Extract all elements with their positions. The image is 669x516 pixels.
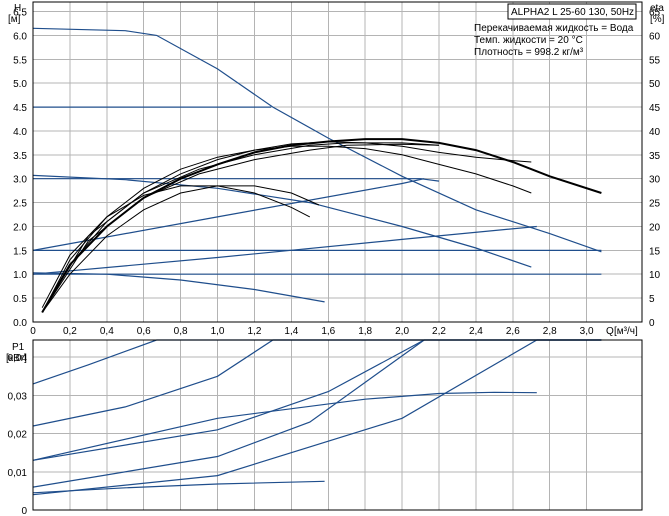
x-tick-label: 2,0: [395, 326, 409, 337]
y2-tick-label: 55: [649, 55, 661, 66]
tick-labels: 0 0,2 0,4 0,6 0,8 1,0 1,2 1,4 1,6 1,8 2,0 2,2 2,4 2,6…: [8, 8, 661, 516]
curves: [32, 27, 602, 496]
frames: [32, 1, 643, 511]
y2-tick-label: 60: [649, 31, 661, 42]
y2-tick-label: 30: [649, 175, 661, 186]
efficiency-curve: [41, 143, 440, 313]
system-curve: [32, 225, 537, 275]
title-box: ALPHA2 L 25-60 130, 50Hz: [507, 3, 637, 20]
x-tick-label: 3,0: [580, 326, 594, 337]
y2-tick-label: 65: [649, 8, 661, 19]
y-tick-label: 1.5: [13, 246, 27, 257]
y-tick-label: 3.5: [13, 151, 27, 162]
y2-tick-label: 40: [649, 127, 661, 138]
head-curve: [32, 174, 532, 268]
fluid-info-line-2: Темп. жидкости = 20 °C: [474, 35, 583, 46]
power-tick-label: 0,01: [8, 468, 28, 479]
chart-title: ALPHA2 L 25-60 130, 50Hz: [511, 7, 634, 18]
x-tick-label: 1,4: [284, 326, 298, 337]
y-tick-label: 2.0: [13, 222, 27, 233]
fluid-info-line-3: Плотность = 998.2 кг/м³: [474, 47, 584, 58]
power-curve: [32, 339, 425, 488]
x-tick-label: 0: [30, 326, 36, 337]
x-axis-label: Q: [606, 326, 614, 337]
y2-tick-label: 15: [649, 246, 661, 257]
x-tick-label: 0,8: [174, 326, 188, 337]
power-axis-label: P1: [12, 342, 25, 353]
x-tick-label: 1,0: [211, 326, 225, 337]
y2-tick-label: 25: [649, 199, 661, 210]
power-tick-label: 0,04: [8, 353, 28, 364]
system-curve: [32, 178, 425, 251]
x-tick-label: 2,8: [543, 326, 557, 337]
y2-tick-label: 50: [649, 79, 661, 90]
y2-tick-label: 35: [649, 151, 661, 162]
y2-tick-label: 0: [649, 318, 655, 329]
power-curve: [32, 391, 537, 461]
y2-tick-label: 5: [649, 294, 655, 305]
y-axis-label: H: [14, 3, 21, 14]
y-tick-label: 2.5: [13, 199, 27, 210]
y-tick-label: 6.0: [13, 31, 27, 42]
power-axis-unit: [кВт]: [6, 353, 27, 364]
power-curve: [32, 339, 602, 461]
y-tick-label: 5.0: [13, 79, 27, 90]
y-tick-label: 6.5: [13, 8, 27, 19]
power-tick-label: 0: [21, 506, 27, 516]
power-curve: [32, 339, 602, 385]
y-tick-label: 3.0: [13, 175, 27, 186]
x-tick-label: 1,8: [358, 326, 372, 337]
y-tick-label: 0.0: [13, 318, 27, 329]
power-tick-label: 0,03: [8, 391, 28, 402]
x-tick-label: 0,4: [100, 326, 114, 337]
y-tick-label: 4.0: [13, 127, 27, 138]
y-axis-unit: [м]: [8, 14, 21, 25]
x-tick-label: 2,6: [506, 326, 520, 337]
top-plot-frame: [32, 1, 643, 323]
efficiency-curve: [41, 138, 602, 313]
efficiency-curve: [41, 141, 532, 313]
head-curve: [33, 178, 440, 182]
fluid-info-line-1: Перекачиваемая жидкость = Вода: [474, 23, 634, 34]
x-tick-label: 0,6: [137, 326, 151, 337]
efficiency-curve: [41, 145, 532, 313]
y-tick-label: 0.5: [13, 294, 27, 305]
y2-axis-unit: [%]: [650, 14, 665, 25]
y-tick-label: 1.0: [13, 270, 27, 281]
y-tick-label: 5.5: [13, 55, 27, 66]
x-axis-unit: [м³/ч]: [614, 326, 638, 337]
power-curve: [32, 480, 325, 494]
power-curve: [32, 339, 602, 427]
power-tick-label: 0,02: [8, 430, 28, 441]
x-tick-label: 1,6: [321, 326, 335, 337]
y2-tick-label: 10: [649, 270, 661, 281]
efficiency-curve: [41, 185, 311, 308]
grid: [32, 2, 642, 511]
x-tick-label: 2,4: [469, 326, 483, 337]
efficiency-curve: [41, 185, 320, 313]
head-curve: [32, 272, 325, 303]
x-tick-label: 0,2: [63, 326, 77, 337]
x-tick-label: 1,2: [248, 326, 262, 337]
y2-tick-label: 45: [649, 103, 661, 114]
y-tick-label: 4.5: [13, 103, 27, 114]
y2-axis-label: eta: [650, 3, 664, 14]
bottom-plot-frame: [32, 339, 643, 511]
efficiency-curve: [41, 142, 440, 313]
x-tick-label: 2,2: [432, 326, 446, 337]
y2-tick-label: 20: [649, 222, 661, 233]
head-curve: [32, 27, 602, 253]
